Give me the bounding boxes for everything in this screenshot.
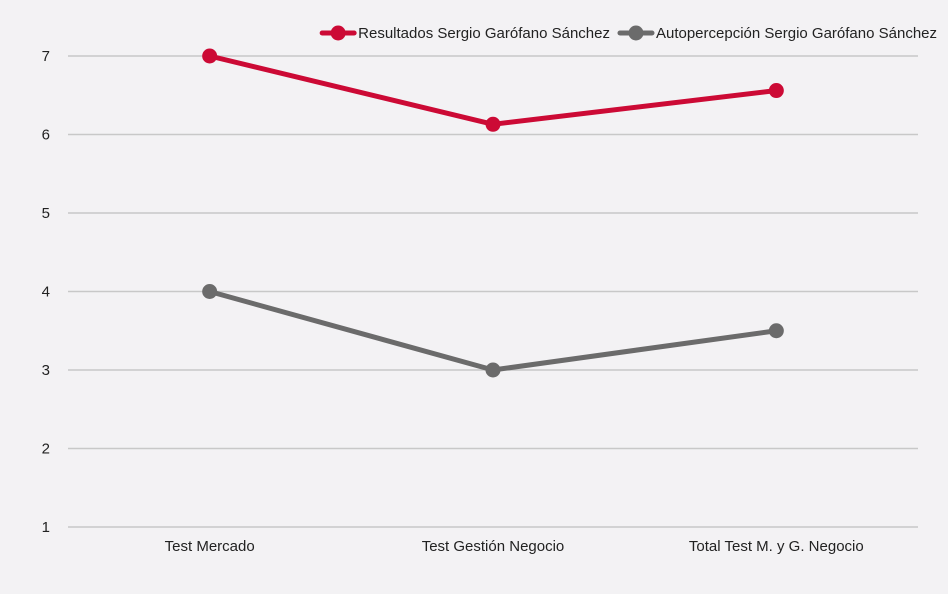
- data-point: [485, 362, 501, 378]
- x-axis-categories: Test Mercado Test Gestión Negocio Total Te…: [165, 538, 864, 555]
- y-tick-label: 6: [42, 127, 50, 144]
- legend-item: Resultados Sergio Garófano Sánchez: [319, 25, 610, 42]
- legend-swatch-marker: [628, 25, 644, 41]
- legend-label: Resultados Sergio Garófano Sánchez: [358, 25, 610, 42]
- data-point: [485, 116, 501, 132]
- data-point: [768, 83, 784, 99]
- y-tick-label: 3: [42, 362, 50, 379]
- series-1: [202, 48, 784, 132]
- series-line: [207, 289, 779, 373]
- legend-label: Autopercepción Sergio Garófano Sánchez: [656, 25, 937, 42]
- y-tick-label: 7: [42, 48, 50, 65]
- y-tick-label: 2: [42, 441, 50, 458]
- legend-swatch-marker: [330, 25, 346, 41]
- y-axis-ticks: 1 2 3 4 5 6 7: [42, 48, 50, 536]
- data-point: [202, 284, 218, 299]
- legend: Autopercepción Sergio Garófano Sánchez Re…: [319, 25, 937, 42]
- y-tick-label: 4: [42, 284, 50, 301]
- y-tick-label: 5: [42, 205, 50, 222]
- data-point: [768, 323, 784, 339]
- series-layer: [202, 48, 784, 378]
- legend-item: Autopercepción Sergio Garófano Sánchez: [617, 25, 937, 42]
- data-point: [202, 48, 218, 64]
- y-tick-label: 1: [42, 519, 50, 536]
- x-category-label: Test Mercado: [165, 538, 255, 555]
- series-2: [202, 284, 784, 378]
- x-category-label: Test Gestión Negocio: [422, 538, 565, 555]
- x-category-label: Total Test M. y G. Negocio: [689, 538, 864, 555]
- series-line: [207, 53, 779, 127]
